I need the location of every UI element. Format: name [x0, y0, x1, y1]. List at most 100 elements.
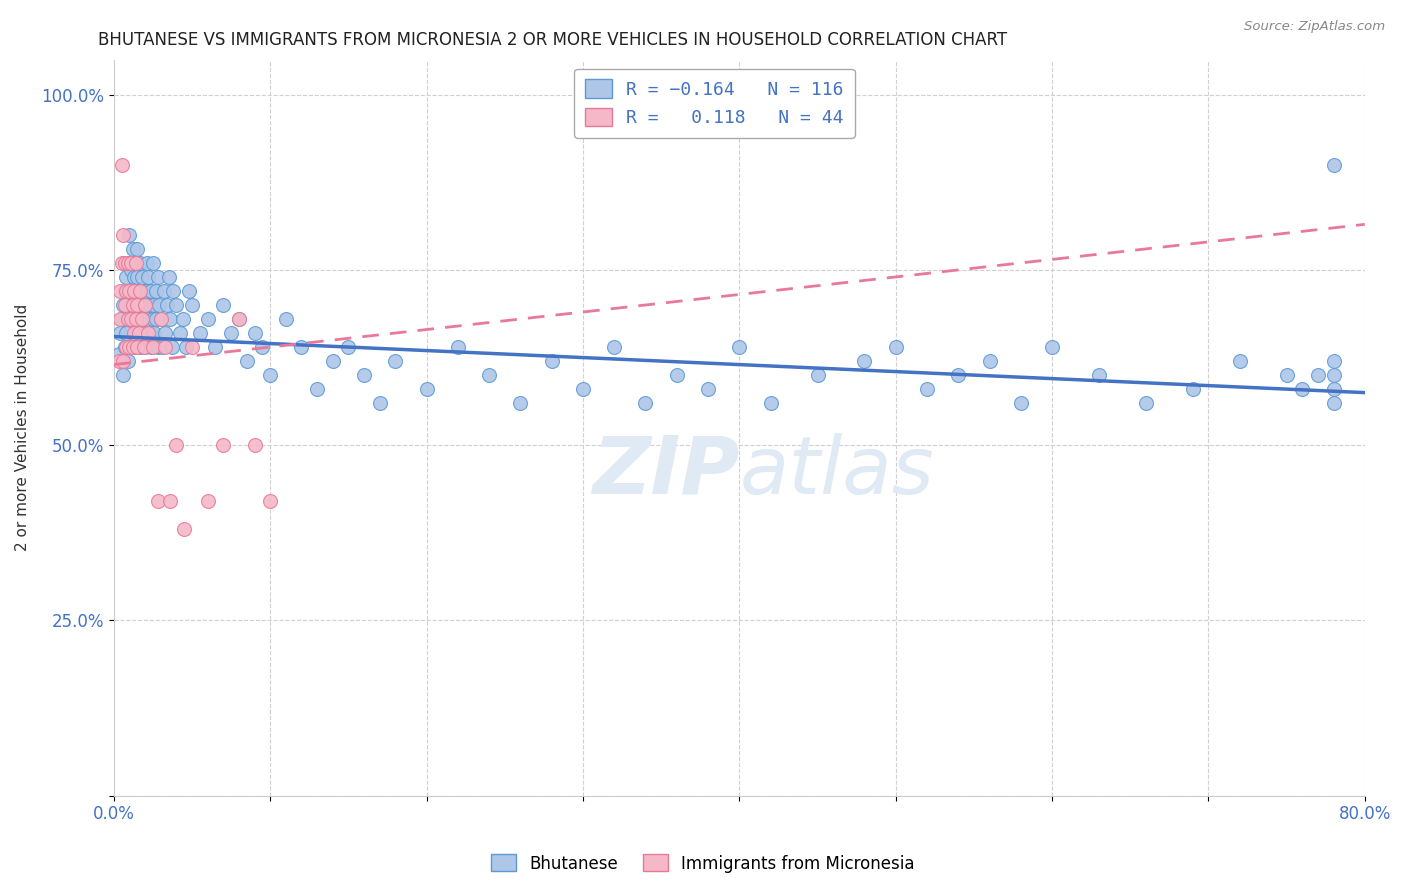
- Point: [447, 340, 470, 354]
- Point: [118, 312, 141, 326]
- Point: [108, 284, 131, 298]
- Point: [139, 298, 162, 312]
- Point: [115, 269, 138, 284]
- Point: [115, 326, 138, 340]
- Point: [1322, 368, 1344, 383]
- Point: [114, 298, 136, 312]
- Point: [108, 312, 131, 326]
- Point: [115, 284, 138, 298]
- Point: [125, 312, 148, 326]
- Point: [142, 312, 165, 326]
- Point: [125, 256, 148, 270]
- Point: [107, 347, 129, 361]
- Point: [111, 256, 134, 270]
- Point: [853, 354, 876, 368]
- Point: [118, 256, 141, 270]
- Point: [134, 298, 156, 312]
- Point: [146, 269, 169, 284]
- Point: [118, 227, 141, 242]
- Point: [120, 256, 142, 270]
- Point: [120, 312, 142, 326]
- Point: [415, 382, 437, 396]
- Point: [728, 340, 751, 354]
- Point: [759, 396, 782, 410]
- Point: [259, 368, 281, 383]
- Point: [129, 340, 152, 354]
- Point: [121, 340, 143, 354]
- Point: [135, 256, 157, 270]
- Point: [155, 340, 177, 354]
- Point: [125, 340, 148, 354]
- Point: [134, 298, 156, 312]
- Point: [572, 382, 595, 396]
- Point: [121, 298, 143, 312]
- Point: [173, 522, 195, 536]
- Point: [129, 284, 152, 298]
- Text: BHUTANESE VS IMMIGRANTS FROM MICRONESIA 2 OR MORE VEHICLES IN HOUSEHOLD CORRELAT: BHUTANESE VS IMMIGRANTS FROM MICRONESIA …: [98, 31, 1008, 49]
- Point: [114, 284, 136, 298]
- Point: [243, 326, 266, 340]
- Point: [112, 227, 135, 242]
- Point: [212, 298, 235, 312]
- Point: [665, 368, 688, 383]
- Point: [197, 494, 219, 508]
- Point: [322, 354, 344, 368]
- Point: [134, 340, 156, 354]
- Point: [142, 340, 165, 354]
- Point: [478, 368, 501, 383]
- Point: [120, 263, 142, 277]
- Point: [111, 312, 134, 326]
- Point: [1229, 354, 1251, 368]
- Point: [128, 284, 150, 298]
- Point: [697, 382, 720, 396]
- Point: [1275, 368, 1298, 383]
- Legend: R = −0.164   N = 116, R =   0.118   N = 44: R = −0.164 N = 116, R = 0.118 N = 44: [574, 69, 855, 138]
- Point: [162, 284, 184, 298]
- Point: [120, 298, 142, 312]
- Point: [290, 340, 312, 354]
- Point: [228, 312, 250, 326]
- Point: [979, 354, 1001, 368]
- Point: [141, 340, 163, 354]
- Point: [915, 382, 938, 396]
- Point: [219, 326, 242, 340]
- Point: [143, 326, 166, 340]
- Point: [115, 340, 138, 354]
- Point: [540, 354, 562, 368]
- Point: [118, 340, 141, 354]
- Point: [132, 340, 155, 354]
- Point: [1306, 368, 1329, 383]
- Point: [806, 368, 828, 383]
- Point: [122, 326, 145, 340]
- Point: [149, 312, 172, 326]
- Point: [353, 368, 375, 383]
- Point: [114, 340, 136, 354]
- Point: [117, 354, 139, 368]
- Point: [1322, 354, 1344, 368]
- Point: [1322, 382, 1344, 396]
- Point: [108, 326, 131, 340]
- Text: atlas: atlas: [740, 433, 934, 511]
- Point: [148, 298, 170, 312]
- Point: [127, 269, 149, 284]
- Point: [368, 396, 391, 410]
- Point: [125, 298, 148, 312]
- Point: [243, 438, 266, 452]
- Point: [188, 326, 211, 340]
- Point: [1291, 382, 1313, 396]
- Point: [128, 312, 150, 326]
- Point: [204, 340, 226, 354]
- Point: [139, 326, 162, 340]
- Y-axis label: 2 or more Vehicles in Household: 2 or more Vehicles in Household: [15, 304, 30, 551]
- Point: [145, 284, 167, 298]
- Point: [127, 340, 149, 354]
- Point: [150, 340, 173, 354]
- Point: [181, 340, 204, 354]
- Point: [142, 256, 165, 270]
- Point: [337, 340, 360, 354]
- Point: [212, 438, 235, 452]
- Legend: Bhutanese, Immigrants from Micronesia: Bhutanese, Immigrants from Micronesia: [485, 847, 921, 880]
- Point: [948, 368, 970, 383]
- Text: ZIP: ZIP: [592, 433, 740, 511]
- Point: [122, 312, 145, 326]
